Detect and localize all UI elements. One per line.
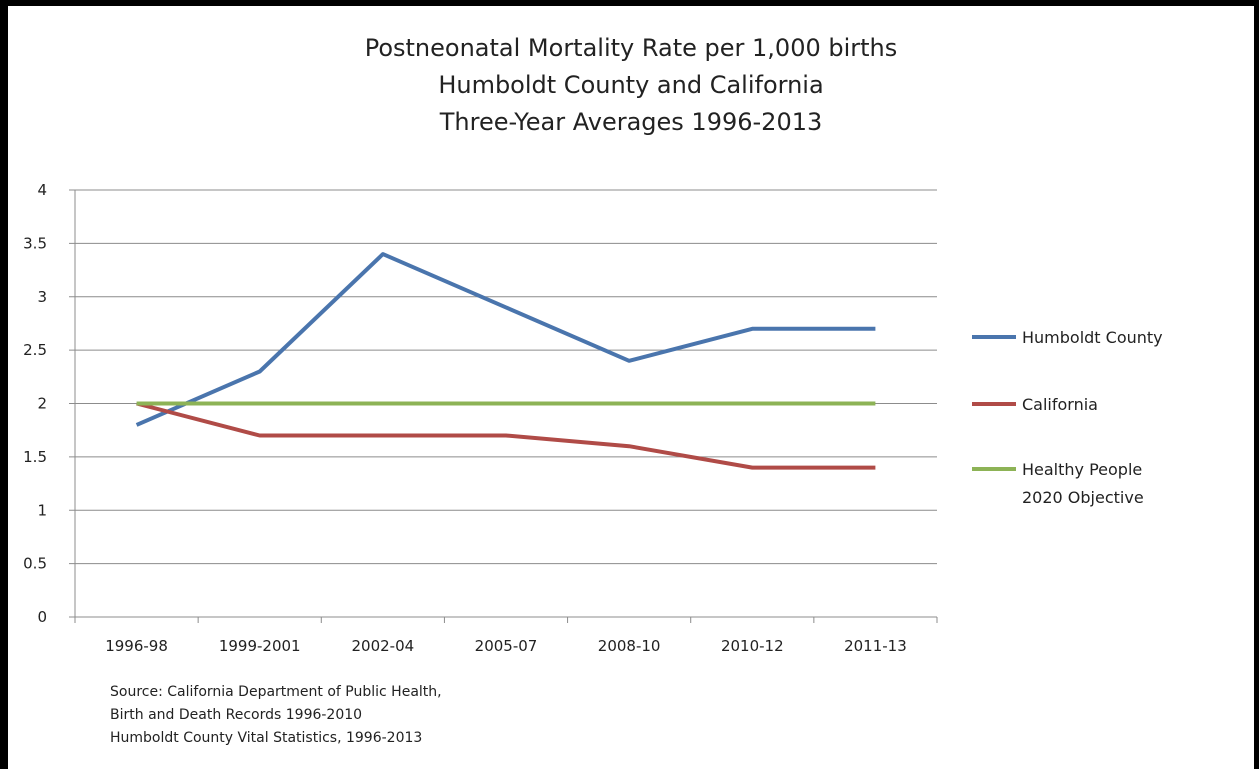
series-line-1 <box>136 401 876 470</box>
chart-title: Postneonatal Mortality Rate per 1,000 bi… <box>8 30 1254 141</box>
source-line-3: Humboldt County Vital Statistics, 1996-2… <box>110 730 423 746</box>
legend-label: 2020 Objective <box>1022 488 1144 507</box>
x-tick-label: 2011-13 <box>844 637 907 655</box>
y-tick-label: 0.5 <box>23 555 47 573</box>
y-tick-label: 2.5 <box>23 341 47 359</box>
x-tick-label: 1999-2001 <box>219 637 301 655</box>
source-line-2: Birth and Death Records 1996-2010 <box>110 707 363 723</box>
source-note: Source: California Department of Public … <box>110 681 442 750</box>
y-tick-label: 1 <box>37 501 47 519</box>
x-tick-label: 2010-12 <box>721 637 784 655</box>
y-tick-label: 2 <box>37 395 47 413</box>
title-line-3: Three-Year Averages 1996-2013 <box>439 108 823 136</box>
title-line-2: Humboldt County and California <box>438 71 824 99</box>
x-tick-label: 2002-04 <box>352 637 415 655</box>
x-tick-label: 2005-07 <box>475 637 538 655</box>
y-tick-label: 3 <box>37 288 47 306</box>
legend-label: California <box>1022 395 1098 414</box>
y-tick-label: 1.5 <box>23 448 47 466</box>
series-line-0 <box>135 252 876 427</box>
title-line-1: Postneonatal Mortality Rate per 1,000 bi… <box>364 34 898 62</box>
legend-label: Healthy People <box>1022 460 1142 479</box>
y-tick-label: 0 <box>37 608 47 626</box>
legend-label: Humboldt County <box>1022 328 1163 347</box>
source-line-1: Source: California Department of Public … <box>110 684 442 700</box>
x-tick-label: 2008-10 <box>598 637 661 655</box>
y-tick-label: 4 <box>37 181 47 199</box>
y-tick-label: 3.5 <box>23 234 47 252</box>
x-tick-label: 1996-98 <box>105 637 168 655</box>
